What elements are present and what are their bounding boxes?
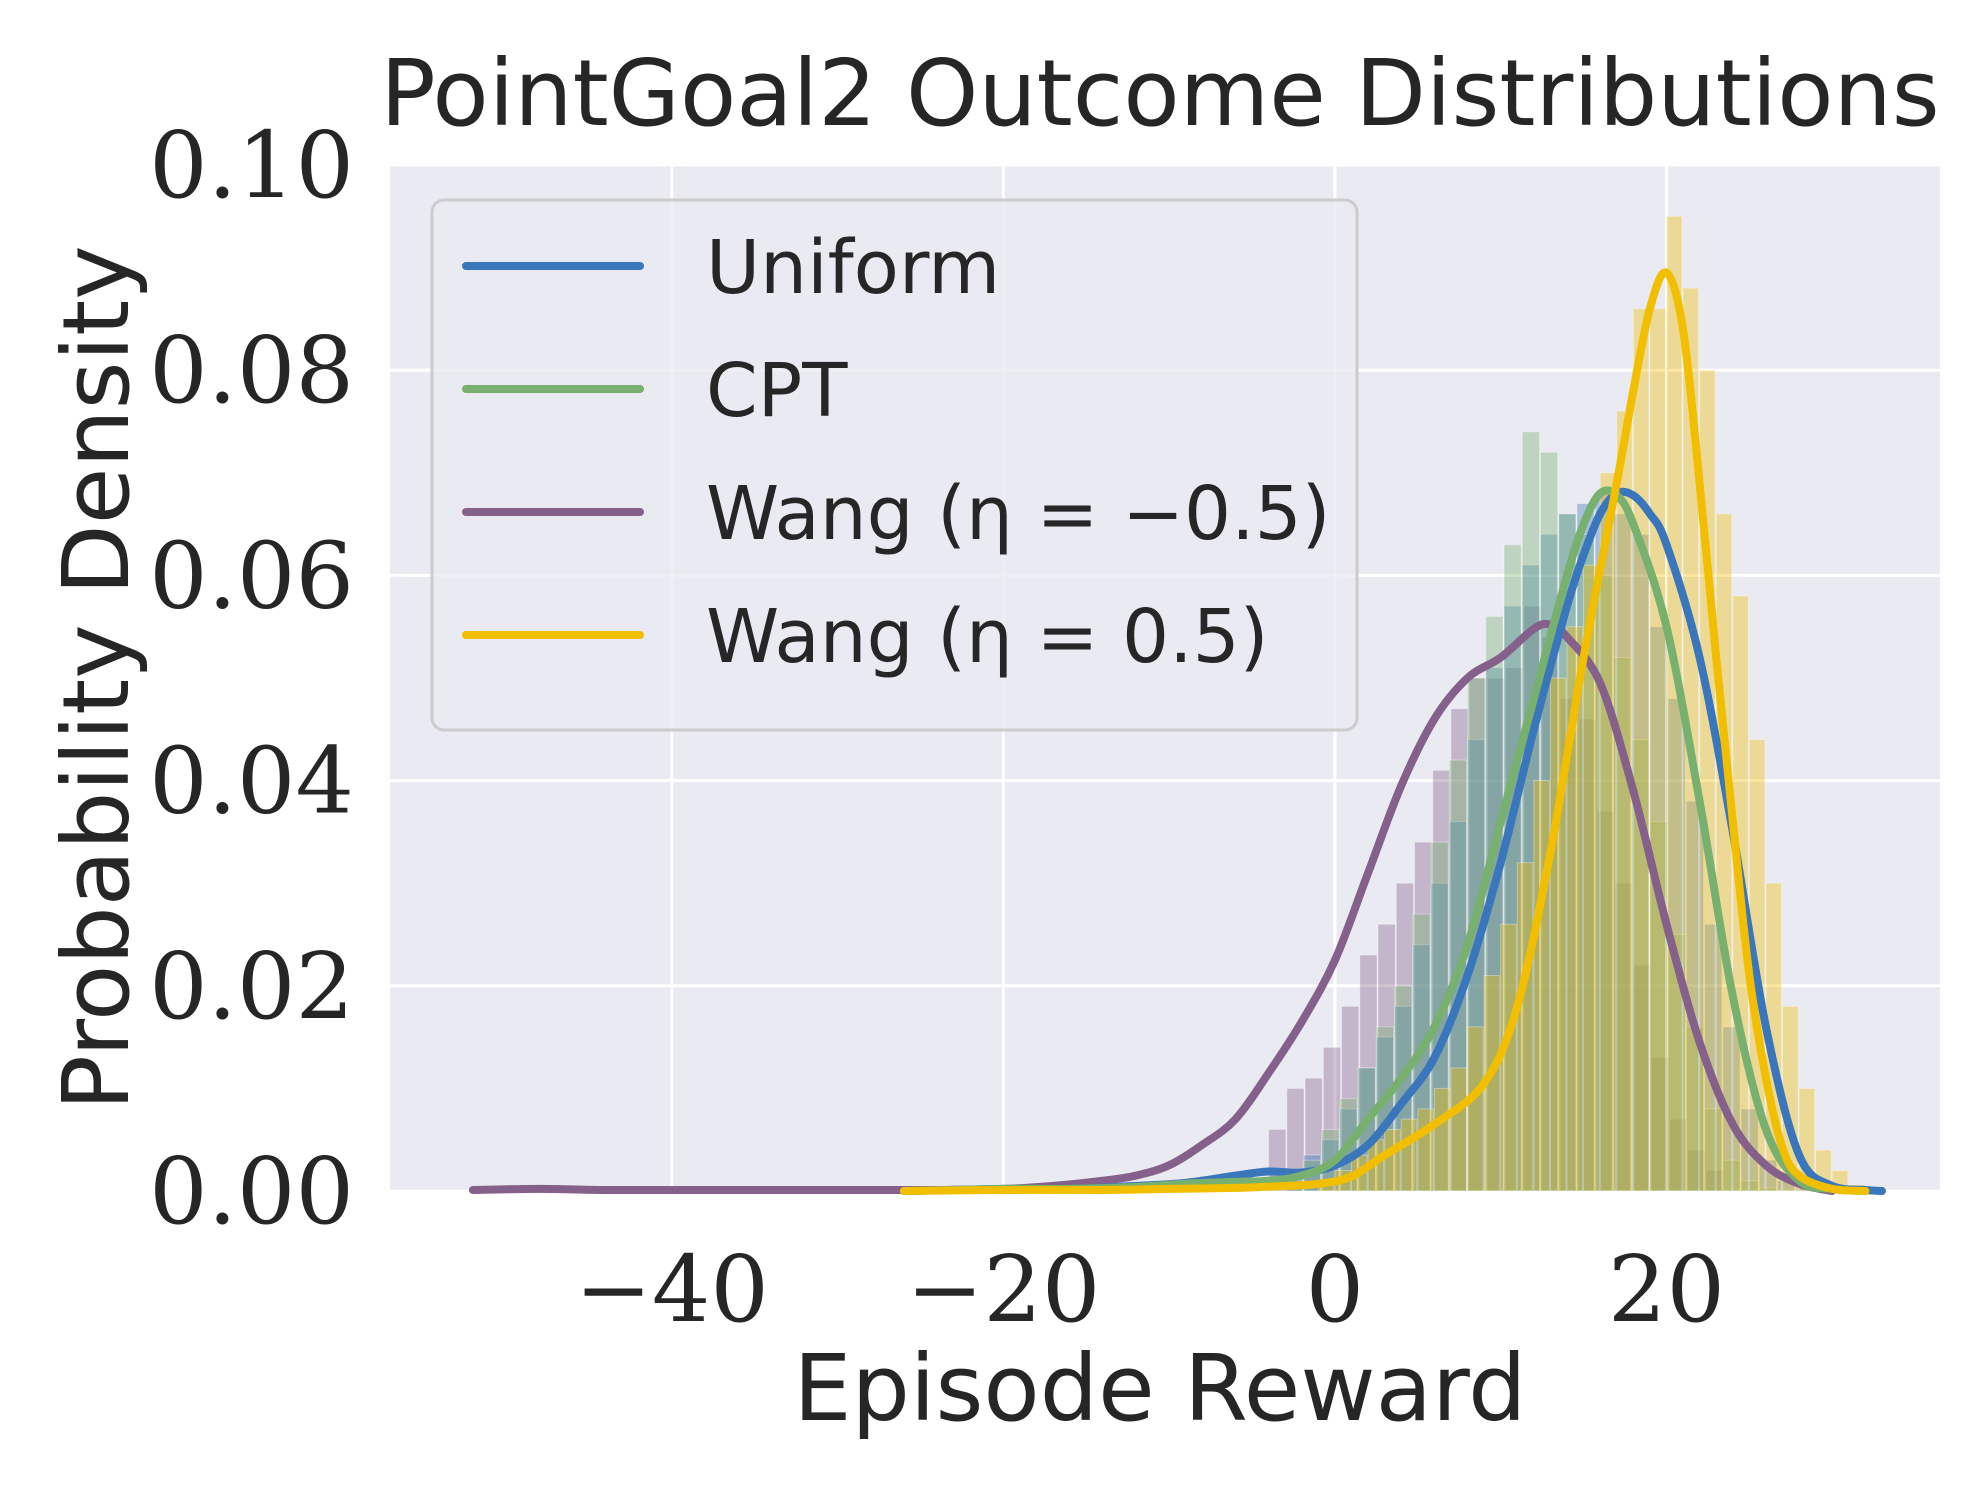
histogram-bar xyxy=(1596,810,1615,1192)
histogram-bar xyxy=(1667,934,1686,1192)
histogram-bar xyxy=(1417,1108,1434,1192)
histogram-bar xyxy=(1395,882,1414,1192)
legend-label: Uniform xyxy=(706,225,1000,311)
legend-label: Wang (η = −0.5) xyxy=(706,471,1331,557)
histogram-bar xyxy=(1566,626,1584,1192)
histogram-bar xyxy=(1578,718,1597,1192)
histogram-bar xyxy=(1576,533,1595,1192)
y-tick-label: 0.06 xyxy=(149,522,354,629)
histogram-bar xyxy=(1583,564,1600,1192)
histogram-bar xyxy=(1533,780,1550,1192)
histogram-bar xyxy=(1450,1067,1468,1192)
histogram-bar xyxy=(1704,1108,1723,1192)
histogram-bar xyxy=(1632,308,1650,1192)
y-tick-label: 0.02 xyxy=(149,933,354,1040)
x-axis-label: Episode Reward xyxy=(793,1335,1526,1442)
legend-label: CPT xyxy=(706,348,848,434)
histogram-bar xyxy=(1651,1057,1670,1192)
histogram-bar xyxy=(1687,1149,1706,1192)
histogram-bar xyxy=(1432,769,1451,1192)
histogram-bar xyxy=(1304,1077,1323,1192)
y-tick-labels: 0.00 0.02 0.04 0.06 0.08 0.10 xyxy=(149,112,354,1245)
histogram-bar xyxy=(1722,1159,1741,1192)
y-tick-label: 0.10 xyxy=(149,112,354,219)
histogram-bar xyxy=(1413,841,1433,1192)
histogram-bar xyxy=(1359,954,1378,1192)
histogram-bar xyxy=(1649,308,1666,1192)
histogram-bar xyxy=(1521,431,1540,1192)
x-tick-label: −40 xyxy=(575,1236,769,1343)
histogram-bar xyxy=(1616,410,1633,1192)
y-tick-label: 0.08 xyxy=(149,317,354,424)
y-axis-label: Probability Density xyxy=(43,245,150,1110)
y-tick-label: 0.04 xyxy=(149,728,354,835)
chart-title: PointGoal2 Outcome Distributions xyxy=(380,40,1940,147)
histogram-bar xyxy=(1705,1169,1724,1192)
x-tick-label: 20 xyxy=(1608,1236,1725,1343)
legend-label: Wang (η = 0.5) xyxy=(706,594,1269,680)
x-tick-labels: −40 −20 0 20 xyxy=(575,1236,1725,1343)
histogram-bar xyxy=(1384,1128,1401,1192)
histogram-bar xyxy=(1612,656,1632,1192)
histogram-bar xyxy=(1559,698,1579,1192)
legend-box xyxy=(430,198,1359,732)
histogram-bar xyxy=(1632,964,1652,1192)
series-line xyxy=(468,619,1837,1195)
histogram-bar xyxy=(1467,1026,1484,1192)
series-line xyxy=(899,487,1886,1195)
x-tick-label: 0 xyxy=(1306,1236,1365,1343)
y-tick-label: 0.00 xyxy=(149,1138,354,1245)
density-lines xyxy=(468,268,1886,1195)
histogram-bar xyxy=(1558,513,1577,1192)
legend-items: Uniform CPT Wang (η = −0.5) Wang (η = 0.5) xyxy=(462,225,1331,680)
histogram-bar xyxy=(1594,574,1613,1192)
histogram-bar xyxy=(1631,739,1650,1192)
histogram-bar xyxy=(1599,472,1617,1192)
histogram-bar xyxy=(1433,1087,1451,1192)
histogram-bar xyxy=(1740,1180,1759,1192)
histogram-bar xyxy=(1286,1087,1305,1192)
histogram-bar xyxy=(1516,862,1534,1192)
legend: Uniform CPT Wang (η = −0.5) Wang (η = 0.5) xyxy=(430,198,1359,732)
series-line xyxy=(899,486,1870,1195)
histogram-bar xyxy=(1614,882,1633,1192)
series-line xyxy=(899,268,1870,1195)
x-tick-label: −20 xyxy=(906,1236,1100,1343)
histogram-bar xyxy=(1400,1118,1418,1192)
histogram-bar xyxy=(1669,1118,1688,1192)
histogram-bar xyxy=(1758,1187,1778,1192)
histogram-bar xyxy=(1612,513,1632,1192)
histogram-bar xyxy=(1558,513,1577,1192)
